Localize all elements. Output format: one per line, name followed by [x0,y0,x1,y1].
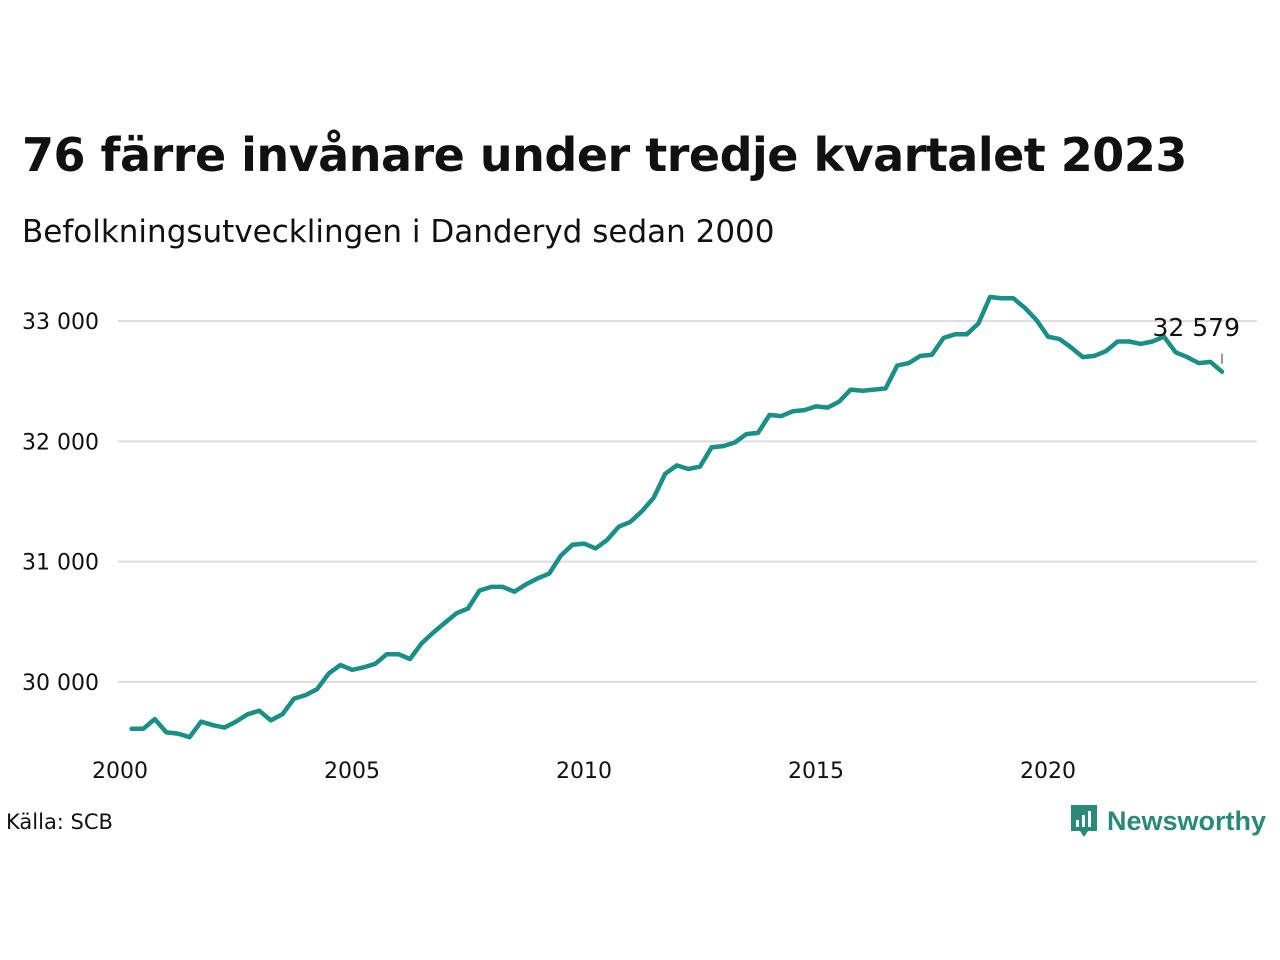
series-line [129,294,1225,740]
x-axis-labels: 2000 2005 2010 2015 2020 [92,759,1076,784]
x-tick-label: 2005 [324,759,380,784]
y-axis-labels: 30 000 31 000 32 000 33 000 [22,310,99,696]
brand-name: Newsworthy [1106,805,1266,836]
y-tick-label: 30 000 [22,671,99,696]
x-tick-label: 2015 [788,759,844,784]
chart-title: 76 färre invånare under tredje kvartalet… [22,128,1187,182]
grid-layer [118,320,1257,683]
newsworthy-logo-icon [1070,805,1097,837]
x-tick-label: 2000 [92,759,148,784]
annotation-layer: 32 579 [1153,313,1240,364]
brand-logo: Newsworthy [1069,803,1266,839]
source-note: Källa: SCB [6,810,113,834]
y-tick-label: 33 000 [22,310,99,335]
chart-subtitle: Befolkningsutvecklingen i Danderyd sedan… [22,214,775,250]
end-value-label: 32 579 [1153,313,1240,342]
y-tick-label: 31 000 [22,551,99,576]
y-tick-label: 32 000 [22,430,99,455]
series-layer [129,294,1225,740]
x-tick-label: 2020 [1020,759,1076,784]
x-tick-label: 2010 [556,759,612,784]
